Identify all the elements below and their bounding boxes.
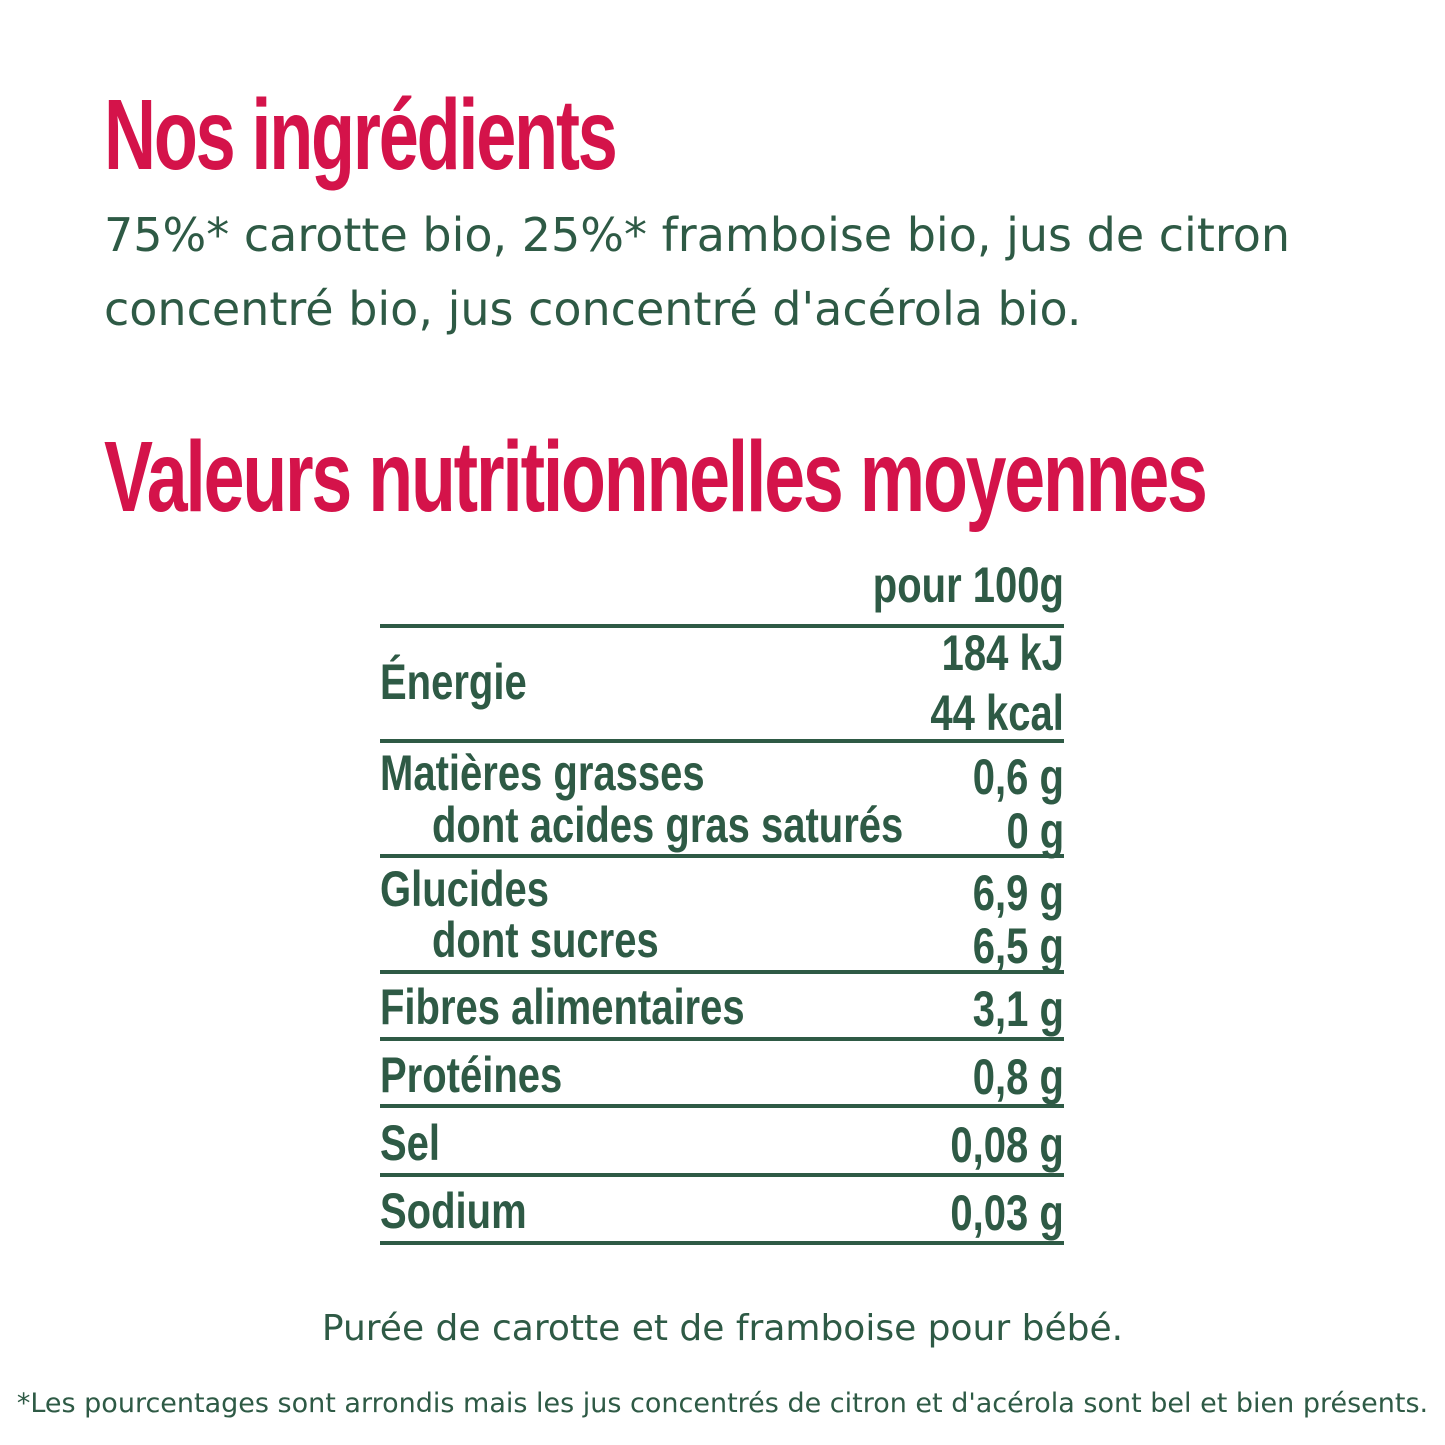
column-header: pour 100g bbox=[872, 557, 1064, 613]
row-value-kcal: 44 kcal bbox=[930, 685, 1064, 741]
divider bbox=[380, 739, 1064, 743]
divider bbox=[380, 1104, 1064, 1108]
divider bbox=[380, 1173, 1064, 1177]
row-label: Fibres alimentaires bbox=[380, 979, 745, 1035]
row-value: 6,9 g bbox=[972, 865, 1064, 921]
row-value: 3,1 g bbox=[972, 981, 1064, 1037]
row-label: Matières grasses bbox=[380, 745, 705, 801]
divider bbox=[380, 1241, 1064, 1245]
row-value: 0,03 g bbox=[950, 1185, 1064, 1241]
ingredients-text: 75%* carotte bio, 25%* framboise bio, ju… bbox=[104, 198, 1364, 346]
row-value-kj: 184 kJ bbox=[941, 625, 1064, 681]
row-value: 6,5 g bbox=[972, 918, 1064, 974]
row-label: dont acides gras saturés bbox=[432, 797, 904, 853]
row-value: 0,08 g bbox=[950, 1117, 1064, 1173]
row-value: 0 g bbox=[1006, 803, 1064, 859]
column-header-row: pour 100g bbox=[380, 556, 1064, 616]
footnote: *Les pourcentages sont arrondis mais les… bbox=[16, 1388, 1429, 1419]
divider bbox=[380, 624, 1064, 628]
ingredients-line-2: concentré bio, jus concentré d'acérola b… bbox=[104, 282, 1082, 336]
row-value: 0,8 g bbox=[972, 1049, 1064, 1105]
ingredients-line-1: 75%* carotte bio, 25%* framboise bio, ju… bbox=[104, 208, 1291, 262]
row-label: Glucides bbox=[380, 861, 549, 917]
divider bbox=[380, 1037, 1064, 1041]
row-label: Énergie bbox=[380, 654, 527, 710]
divider bbox=[380, 854, 1064, 858]
product-description: Purée de carotte et de framboise pour bé… bbox=[321, 1308, 1124, 1349]
ingredients-title: Nos ingrédients bbox=[104, 79, 618, 191]
row-label: dont sucres bbox=[432, 912, 659, 968]
row-value: 0,6 g bbox=[972, 749, 1064, 805]
row-label: Protéines bbox=[380, 1047, 563, 1103]
row-label: Sodium bbox=[380, 1183, 527, 1239]
nutrition-title: Valeurs nutritionnelles moyennes bbox=[104, 421, 1208, 533]
divider bbox=[380, 970, 1064, 974]
row-label: Sel bbox=[380, 1115, 441, 1171]
